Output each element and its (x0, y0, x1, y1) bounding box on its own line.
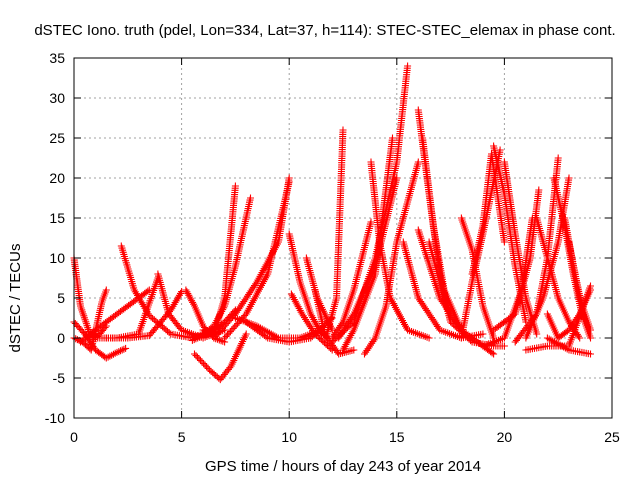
point-markers (367, 158, 433, 342)
y-tick-label: 25 (49, 130, 65, 146)
x-tick-label: 25 (604, 429, 620, 445)
data-series (77, 286, 153, 346)
data-series (490, 186, 543, 334)
data-series (311, 126, 347, 342)
point-markers (199, 194, 254, 338)
point-markers (565, 238, 594, 334)
data-series (565, 238, 594, 334)
plot-frame (73, 57, 613, 419)
point-markers (490, 142, 530, 326)
y-tick-label: 0 (57, 330, 65, 346)
x-tick-label: 5 (178, 429, 186, 445)
y-tick-label: -10 (45, 410, 65, 426)
data-series (285, 230, 325, 338)
point-markers (77, 286, 153, 346)
data-series (490, 142, 530, 326)
point-markers (543, 334, 594, 358)
data-points (70, 62, 594, 384)
y-tick-label: 35 (49, 50, 65, 66)
y-tick-label: 5 (57, 290, 65, 306)
x-tick-label: 20 (497, 429, 513, 445)
point-markers (328, 218, 375, 342)
x-axis: 0 5 10 15 20 25 (70, 58, 620, 445)
point-markers (490, 186, 543, 334)
y-axis: -10 -5 0 5 10 15 20 25 30 35 (45, 50, 612, 426)
point-markers (191, 330, 250, 384)
y-axis-label: dSTEC / TECUs (7, 244, 24, 353)
data-series (102, 288, 186, 342)
y-tick-label: 10 (49, 250, 65, 266)
point-markers (285, 230, 325, 338)
y-tick-label: 20 (49, 170, 65, 186)
point-markers (543, 286, 594, 342)
y-tick-label: 15 (49, 210, 65, 226)
x-axis-label: GPS time / hours of day 243 of year 2014 (205, 458, 481, 475)
y-tick-label: -5 (53, 370, 66, 386)
point-markers (102, 288, 186, 342)
x-tick-label: 10 (281, 429, 297, 445)
y-tick-label: 30 (49, 90, 65, 106)
x-tick-label: 15 (389, 429, 405, 445)
data-series (543, 334, 594, 358)
point-markers (221, 178, 293, 342)
point-markers (311, 126, 347, 342)
chart-title: dSTEC Iono. truth (pdel, Lon=334, Lat=37… (34, 22, 615, 39)
x-tick-label: 0 (70, 429, 78, 445)
data-series (328, 218, 375, 342)
data-series (367, 158, 433, 342)
data-series (199, 194, 254, 338)
data-series (543, 286, 594, 342)
data-series (221, 178, 293, 342)
data-series (191, 330, 250, 384)
